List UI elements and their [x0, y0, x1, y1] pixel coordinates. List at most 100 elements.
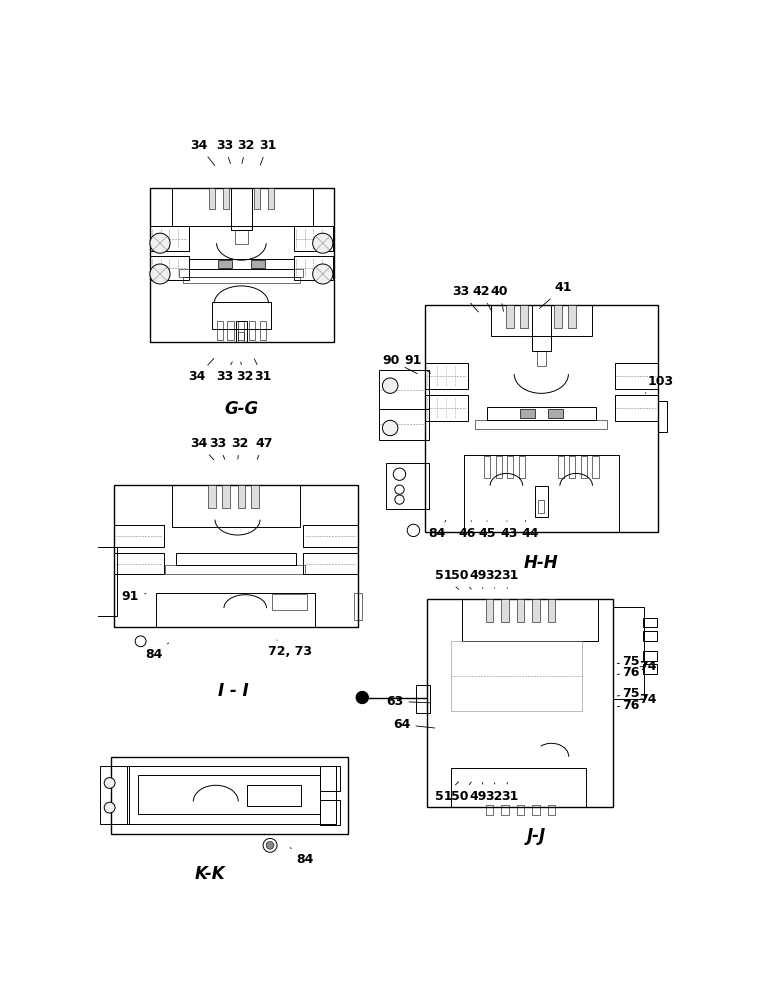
Bar — [451, 641, 583, 711]
Bar — [491, 305, 592, 336]
Text: 84: 84 — [428, 520, 446, 540]
Bar — [254, 188, 260, 209]
Circle shape — [104, 802, 115, 813]
Text: 42: 42 — [472, 285, 492, 312]
Bar — [547, 805, 555, 815]
Bar — [463, 599, 598, 641]
Text: 32: 32 — [238, 139, 255, 163]
Bar — [111, 757, 347, 834]
Bar — [643, 631, 657, 641]
Bar — [238, 485, 245, 508]
Text: 72, 73: 72, 73 — [268, 640, 312, 658]
Bar — [451, 768, 586, 807]
Bar — [519, 456, 525, 478]
Text: 74: 74 — [640, 693, 657, 706]
Bar — [249, 321, 256, 340]
Circle shape — [76, 596, 85, 605]
Bar — [568, 305, 576, 328]
Text: 34: 34 — [188, 358, 214, 383]
Text: 31: 31 — [502, 569, 519, 589]
Text: 91: 91 — [122, 590, 146, 603]
Bar — [189, 259, 294, 269]
Bar — [484, 456, 490, 478]
Text: I - I: I - I — [218, 682, 249, 700]
Bar — [427, 599, 613, 807]
Bar — [238, 321, 245, 340]
Bar — [554, 305, 562, 328]
Bar — [238, 332, 245, 342]
Circle shape — [74, 575, 87, 587]
Text: 31: 31 — [502, 783, 519, 803]
Bar — [506, 305, 514, 328]
Text: 84: 84 — [290, 848, 314, 866]
Bar — [517, 805, 524, 815]
Bar — [485, 599, 493, 622]
Bar — [321, 766, 339, 791]
Text: 33: 33 — [452, 285, 478, 312]
Text: 31: 31 — [254, 359, 272, 383]
Bar — [569, 456, 575, 478]
Bar — [464, 455, 619, 532]
Bar — [379, 370, 429, 409]
Text: 84: 84 — [145, 643, 169, 661]
Bar — [208, 485, 216, 508]
Bar — [615, 395, 658, 421]
Bar — [507, 456, 514, 478]
Bar — [581, 456, 587, 478]
Bar — [658, 401, 667, 432]
Bar — [156, 593, 315, 627]
Bar — [501, 805, 509, 815]
Bar — [260, 321, 267, 340]
Text: 31: 31 — [259, 139, 277, 165]
Text: 49: 49 — [469, 569, 486, 589]
Text: 33: 33 — [216, 139, 233, 164]
Bar — [223, 188, 229, 209]
Bar — [416, 685, 430, 713]
Bar — [172, 188, 313, 226]
Text: 51: 51 — [435, 782, 459, 803]
Bar — [150, 226, 189, 251]
Text: 32: 32 — [231, 437, 249, 459]
Circle shape — [313, 264, 333, 284]
Bar — [643, 618, 657, 627]
Text: 32: 32 — [485, 783, 503, 803]
Bar — [501, 599, 509, 622]
Bar — [236, 321, 247, 342]
Bar — [495, 456, 502, 478]
Bar — [425, 395, 468, 421]
Text: 75: 75 — [617, 687, 640, 700]
Bar — [643, 651, 657, 661]
Bar — [547, 599, 555, 622]
Bar — [222, 485, 230, 508]
Text: 43: 43 — [500, 521, 517, 540]
Bar — [532, 805, 539, 815]
Bar — [114, 525, 164, 547]
Bar — [485, 805, 493, 815]
Text: 63: 63 — [387, 695, 430, 708]
Text: 34: 34 — [190, 437, 214, 460]
Bar — [267, 188, 274, 209]
Bar — [235, 230, 248, 244]
Bar — [387, 463, 429, 509]
Circle shape — [313, 233, 333, 253]
Bar — [475, 420, 607, 429]
Text: 44: 44 — [521, 521, 539, 540]
Bar — [532, 305, 550, 351]
Bar — [127, 766, 336, 824]
Bar — [67, 547, 118, 616]
Bar — [64, 577, 72, 593]
Bar — [138, 775, 321, 814]
Bar — [247, 785, 301, 806]
Bar — [547, 409, 563, 418]
Bar — [379, 409, 429, 440]
Text: 47: 47 — [255, 437, 273, 459]
Text: 46: 46 — [458, 521, 476, 540]
Text: 103: 103 — [645, 375, 673, 393]
Bar — [227, 321, 234, 340]
Text: G-G: G-G — [224, 400, 259, 418]
Bar — [535, 486, 547, 517]
Text: H-H: H-H — [524, 554, 559, 572]
Bar — [303, 525, 358, 547]
Text: 32: 32 — [237, 362, 254, 383]
Text: 45: 45 — [478, 521, 495, 540]
